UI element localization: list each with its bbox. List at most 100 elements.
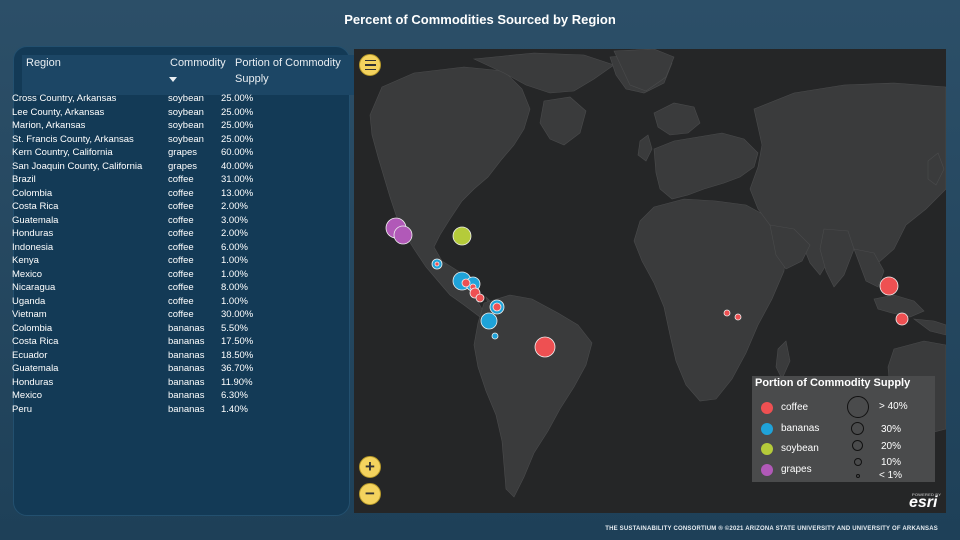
- cell-portion: 25.00%: [221, 133, 254, 145]
- cell-commodity: coffee: [168, 201, 194, 212]
- legend-title: Portion of Commodity Supply: [755, 377, 911, 389]
- menu-icon: [364, 59, 376, 62]
- size-circle-20-icon: [852, 440, 863, 451]
- cell-portion: 25.00%: [221, 93, 254, 104]
- footer-credit: THE SUSTAINABILITY CONSORTIUM ® ©2021 AR…: [605, 526, 938, 532]
- cell-portion: 2.00%: [221, 201, 248, 212]
- coffee-dot-icon: [761, 402, 773, 414]
- cell-region: Brazil: [12, 174, 36, 185]
- cell-commodity: bananas: [168, 390, 205, 401]
- cell-region: Costa Rica: [12, 201, 59, 212]
- cell-region: Vietnam: [12, 309, 47, 320]
- bananas-bubble[interactable]: [480, 312, 498, 330]
- cell-commodity: soybean: [168, 106, 204, 118]
- cell-region: Kenya: [12, 255, 39, 266]
- cell-region: San Joaquin County, California: [12, 160, 143, 172]
- coffee-bubble[interactable]: [734, 313, 742, 321]
- cell-region: Peru: [12, 403, 33, 415]
- coffee-bubble[interactable]: [434, 261, 440, 267]
- cell-region: Kern Country, California: [12, 147, 113, 158]
- cell-commodity: bananas: [168, 349, 205, 361]
- cell-portion: 2.00%: [221, 228, 248, 239]
- cell-portion: 60.00%: [221, 147, 254, 158]
- cell-commodity: bananas: [168, 336, 205, 347]
- commodity-table: Region Commodity Portion of Commodity Su…: [13, 46, 354, 516]
- coffee-bubble[interactable]: [879, 276, 899, 296]
- coffee-bubble[interactable]: [492, 302, 502, 312]
- cell-region: Honduras: [12, 376, 54, 388]
- cell-commodity: coffee: [168, 214, 194, 226]
- cell-commodity: coffee: [168, 309, 194, 320]
- cell-region: Nicaragua: [12, 282, 56, 293]
- column-header-region[interactable]: Region: [26, 57, 61, 69]
- column-header-portion[interactable]: Portion of Commodity Supply: [235, 57, 341, 85]
- cell-region: Uganda: [12, 295, 46, 307]
- cell-commodity: coffee: [168, 255, 194, 266]
- zoom-out-button[interactable]: −: [359, 483, 381, 505]
- cell-region: Mexico: [12, 390, 43, 401]
- cell-portion: 18.50%: [221, 349, 254, 361]
- soybean-dot-icon: [761, 443, 773, 455]
- cell-region: Cross Country, Arkansas: [12, 93, 117, 104]
- size-circle-large-icon: [847, 396, 869, 418]
- map-legend: Portion of Commodity Supply coffee banan…: [752, 376, 935, 482]
- cell-region: St. Francis County, Arkansas: [12, 133, 134, 145]
- cell-portion: 31.00%: [221, 174, 254, 185]
- cell-region: Lee County, Arkansas: [12, 106, 105, 118]
- cell-commodity: coffee: [168, 174, 194, 185]
- esri-powered-label: POWERED BY: [912, 492, 942, 497]
- cell-region: Guatemala: [12, 214, 59, 226]
- cell-region: Guatemala: [12, 363, 59, 374]
- cell-portion: 36.70%: [221, 363, 254, 374]
- cell-portion: 40.00%: [221, 160, 254, 172]
- cell-commodity: bananas: [168, 376, 205, 388]
- soybean-bubble[interactable]: [452, 226, 472, 246]
- column-header-commodity[interactable]: Commodity: [170, 57, 226, 69]
- cell-commodity: soybean: [168, 93, 204, 104]
- cell-commodity: soybean: [168, 133, 204, 145]
- coffee-bubble[interactable]: [461, 278, 471, 288]
- cell-commodity: coffee: [168, 228, 194, 239]
- cell-portion: 1.00%: [221, 295, 248, 307]
- size-circle-30-icon: [851, 422, 864, 435]
- cell-commodity: bananas: [168, 363, 205, 374]
- cell-portion: 1.00%: [221, 268, 248, 280]
- cell-commodity: bananas: [168, 322, 205, 334]
- cell-portion: 6.00%: [221, 241, 248, 253]
- cell-portion: 17.50%: [221, 336, 254, 347]
- cell-region: Colombia: [12, 187, 53, 199]
- cell-portion: 13.00%: [221, 187, 254, 199]
- size-circle-1-icon: [856, 474, 860, 478]
- cell-portion: 8.00%: [221, 282, 248, 293]
- cell-commodity: grapes: [168, 147, 198, 158]
- cell-commodity: coffee: [168, 295, 194, 307]
- bananas-dot-icon: [761, 423, 773, 435]
- cell-commodity: coffee: [168, 187, 194, 199]
- size-circle-10-icon: [854, 458, 862, 466]
- coffee-bubble[interactable]: [475, 293, 485, 303]
- grapes-dot-icon: [761, 464, 773, 476]
- cell-region: Costa Rica: [12, 336, 59, 347]
- cell-commodity: soybean: [168, 120, 204, 131]
- cell-portion: 3.00%: [221, 214, 248, 226]
- cell-portion: 1.40%: [221, 403, 248, 415]
- esri-logo: esri: [909, 494, 938, 511]
- map-menu-button[interactable]: [359, 54, 381, 76]
- coffee-bubble[interactable]: [723, 309, 731, 317]
- cell-portion: 5.50%: [221, 322, 248, 334]
- bananas-bubble[interactable]: [491, 332, 499, 340]
- sort-descending-icon[interactable]: [169, 77, 177, 82]
- zoom-in-button[interactable]: +: [359, 456, 381, 478]
- coffee-bubble[interactable]: [534, 336, 556, 358]
- cell-region: Mexico: [12, 268, 43, 280]
- cell-commodity: coffee: [168, 241, 194, 253]
- cell-portion: 25.00%: [221, 120, 254, 131]
- coffee-bubble[interactable]: [895, 312, 909, 326]
- cell-portion: 25.00%: [221, 106, 254, 118]
- cell-region: Indonesia: [12, 241, 54, 253]
- cell-region: Honduras: [12, 228, 54, 239]
- cell-region: Ecuador: [12, 349, 48, 361]
- grapes-bubble[interactable]: [393, 225, 413, 245]
- page-title: Percent of Commodities Sourced by Region: [344, 12, 616, 27]
- cell-commodity: coffee: [168, 282, 194, 293]
